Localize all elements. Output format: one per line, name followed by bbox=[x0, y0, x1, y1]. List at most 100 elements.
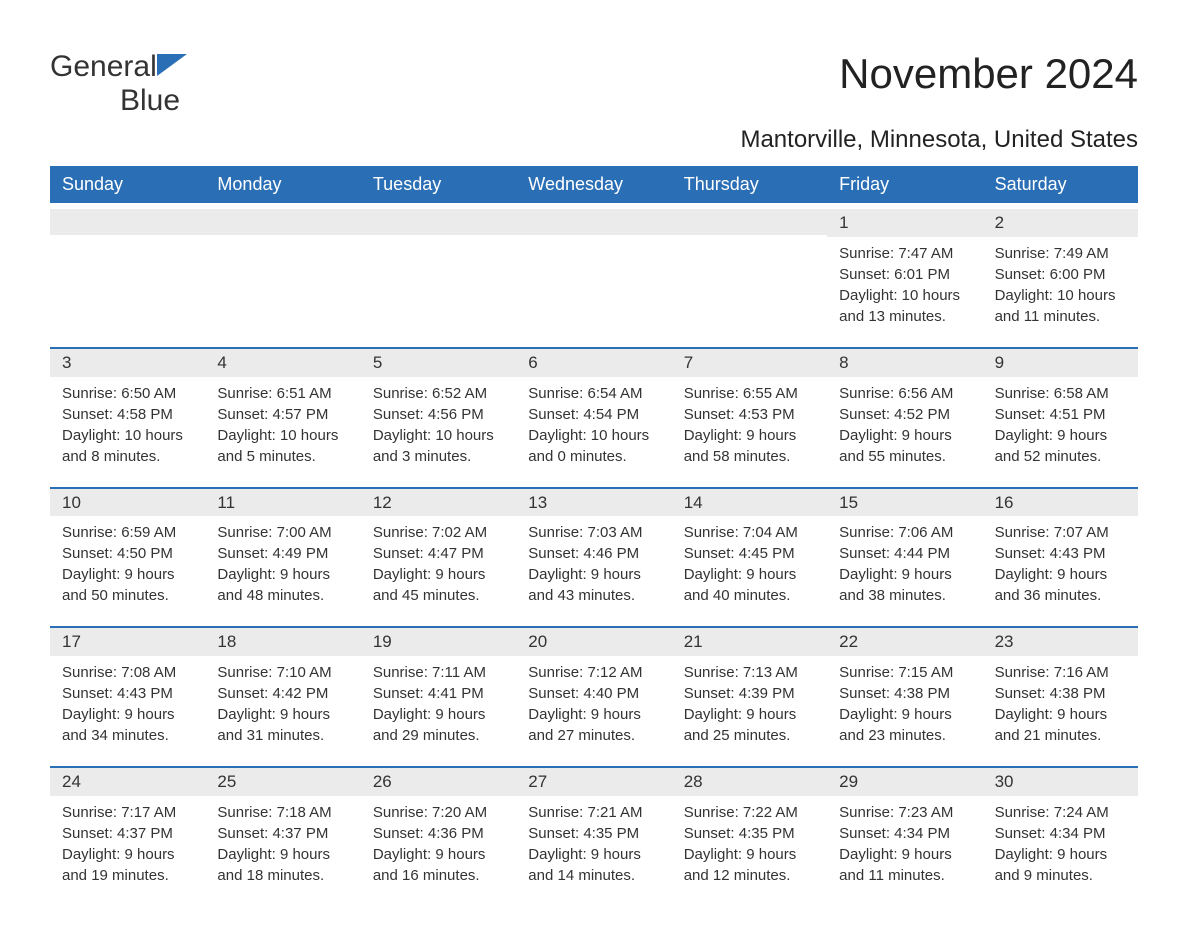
weekday-header-cell: Tuesday bbox=[361, 166, 516, 203]
day-cell: 25Sunrise: 7:18 AMSunset: 4:37 PMDayligh… bbox=[205, 768, 360, 900]
sunset-text: Sunset: 4:49 PM bbox=[217, 543, 348, 564]
sunset-text: Sunset: 4:56 PM bbox=[373, 404, 504, 425]
week-row: 17Sunrise: 7:08 AMSunset: 4:43 PMDayligh… bbox=[50, 626, 1138, 760]
sunrise-text: Sunrise: 7:04 AM bbox=[684, 522, 815, 543]
header: General Blue November 2024 bbox=[50, 50, 1138, 118]
day-number: 17 bbox=[50, 628, 205, 656]
weekday-header-cell: Thursday bbox=[672, 166, 827, 203]
sunset-text: Sunset: 4:50 PM bbox=[62, 543, 193, 564]
daylight-text: Daylight: 10 hours and 5 minutes. bbox=[217, 425, 348, 467]
sunset-text: Sunset: 4:36 PM bbox=[373, 823, 504, 844]
day-cell: 11Sunrise: 7:00 AMSunset: 4:49 PMDayligh… bbox=[205, 489, 360, 621]
daylight-text: Daylight: 9 hours and 18 minutes. bbox=[217, 844, 348, 886]
day-number: 9 bbox=[983, 349, 1138, 377]
daylight-text: Daylight: 9 hours and 50 minutes. bbox=[62, 564, 193, 606]
sunset-text: Sunset: 4:40 PM bbox=[528, 683, 659, 704]
day-cell bbox=[205, 209, 360, 341]
day-cell: 14Sunrise: 7:04 AMSunset: 4:45 PMDayligh… bbox=[672, 489, 827, 621]
day-cell: 15Sunrise: 7:06 AMSunset: 4:44 PMDayligh… bbox=[827, 489, 982, 621]
daylight-text: Daylight: 9 hours and 31 minutes. bbox=[217, 704, 348, 746]
day-number: 28 bbox=[672, 768, 827, 796]
day-cell: 9 Sunrise: 6:58 AMSunset: 4:51 PMDaylight… bbox=[983, 349, 1138, 481]
sunrise-text: Sunrise: 7:16 AM bbox=[995, 662, 1126, 683]
sunrise-text: Sunrise: 7:06 AM bbox=[839, 522, 970, 543]
day-number: 30 bbox=[983, 768, 1138, 796]
logo: General Blue bbox=[50, 50, 187, 118]
day-cell: 29Sunrise: 7:23 AMSunset: 4:34 PMDayligh… bbox=[827, 768, 982, 900]
daylight-text: Daylight: 9 hours and 29 minutes. bbox=[373, 704, 504, 746]
calendar-body: 1Sunrise: 7:47 AMSunset: 6:01 PMDaylight… bbox=[50, 209, 1138, 900]
day-number: 4 bbox=[205, 349, 360, 377]
sunset-text: Sunset: 4:38 PM bbox=[839, 683, 970, 704]
day-number: 6 bbox=[516, 349, 671, 377]
daylight-text: Daylight: 10 hours and 3 minutes. bbox=[373, 425, 504, 467]
sunset-text: Sunset: 4:44 PM bbox=[839, 543, 970, 564]
day-number: 10 bbox=[50, 489, 205, 517]
day-cell: 17Sunrise: 7:08 AMSunset: 4:43 PMDayligh… bbox=[50, 628, 205, 760]
sunset-text: Sunset: 4:53 PM bbox=[684, 404, 815, 425]
sunset-text: Sunset: 4:51 PM bbox=[995, 404, 1126, 425]
sunset-text: Sunset: 4:38 PM bbox=[995, 683, 1126, 704]
empty-day bbox=[205, 209, 360, 235]
sunset-text: Sunset: 4:35 PM bbox=[684, 823, 815, 844]
sunset-text: Sunset: 4:35 PM bbox=[528, 823, 659, 844]
week-row: 1Sunrise: 7:47 AMSunset: 6:01 PMDaylight… bbox=[50, 209, 1138, 341]
daylight-text: Daylight: 9 hours and 48 minutes. bbox=[217, 564, 348, 606]
month-title: November 2024 bbox=[839, 50, 1138, 98]
weekday-header-row: SundayMondayTuesdayWednesdayThursdayFrid… bbox=[50, 166, 1138, 203]
day-cell: 28Sunrise: 7:22 AMSunset: 4:35 PMDayligh… bbox=[672, 768, 827, 900]
sunrise-text: Sunrise: 7:13 AM bbox=[684, 662, 815, 683]
day-number: 26 bbox=[361, 768, 516, 796]
logo-text-general: General bbox=[50, 50, 157, 83]
sunrise-text: Sunrise: 6:52 AM bbox=[373, 383, 504, 404]
daylight-text: Daylight: 9 hours and 38 minutes. bbox=[839, 564, 970, 606]
day-cell: 7Sunrise: 6:55 AMSunset: 4:53 PMDaylight… bbox=[672, 349, 827, 481]
weekday-header-cell: Saturday bbox=[983, 166, 1138, 203]
day-number: 22 bbox=[827, 628, 982, 656]
day-cell: 6Sunrise: 6:54 AMSunset: 4:54 PMDaylight… bbox=[516, 349, 671, 481]
day-number: 25 bbox=[205, 768, 360, 796]
weekday-header-cell: Sunday bbox=[50, 166, 205, 203]
sunrise-text: Sunrise: 7:02 AM bbox=[373, 522, 504, 543]
sunset-text: Sunset: 4:47 PM bbox=[373, 543, 504, 564]
sunrise-text: Sunrise: 7:03 AM bbox=[528, 522, 659, 543]
day-number: 2 bbox=[983, 209, 1138, 237]
sunset-text: Sunset: 4:39 PM bbox=[684, 683, 815, 704]
sunrise-text: Sunrise: 7:21 AM bbox=[528, 802, 659, 823]
day-cell: 26Sunrise: 7:20 AMSunset: 4:36 PMDayligh… bbox=[361, 768, 516, 900]
day-cell: 19Sunrise: 7:11 AMSunset: 4:41 PMDayligh… bbox=[361, 628, 516, 760]
sunrise-text: Sunrise: 6:54 AM bbox=[528, 383, 659, 404]
day-cell: 10 Sunrise: 6:59 AMSunset: 4:50 PMDayligh… bbox=[50, 489, 205, 621]
day-number: 12 bbox=[361, 489, 516, 517]
location-text: Mantorville, Minnesota, United States bbox=[50, 126, 1138, 154]
day-cell bbox=[50, 209, 205, 341]
day-cell: 20Sunrise: 7:12 AMSunset: 4:40 PMDayligh… bbox=[516, 628, 671, 760]
sunset-text: Sunset: 4:46 PM bbox=[528, 543, 659, 564]
sunrise-text: Sunrise: 7:49 AM bbox=[995, 243, 1126, 264]
daylight-text: Daylight: 9 hours and 34 minutes. bbox=[62, 704, 193, 746]
day-cell bbox=[516, 209, 671, 341]
sunrise-text: Sunrise: 6:58 AM bbox=[995, 383, 1126, 404]
sunrise-text: Sunrise: 6:59 AM bbox=[62, 522, 193, 543]
day-number: 20 bbox=[516, 628, 671, 656]
day-number: 3 bbox=[50, 349, 205, 377]
sunset-text: Sunset: 4:54 PM bbox=[528, 404, 659, 425]
day-cell: 27Sunrise: 7:21 AMSunset: 4:35 PMDayligh… bbox=[516, 768, 671, 900]
daylight-text: Daylight: 9 hours and 9 minutes. bbox=[995, 844, 1126, 886]
daylight-text: Daylight: 9 hours and 27 minutes. bbox=[528, 704, 659, 746]
day-number: 8 bbox=[827, 349, 982, 377]
daylight-text: Daylight: 9 hours and 52 minutes. bbox=[995, 425, 1126, 467]
daylight-text: Daylight: 9 hours and 55 minutes. bbox=[839, 425, 970, 467]
day-cell bbox=[672, 209, 827, 341]
day-cell: 12Sunrise: 7:02 AMSunset: 4:47 PMDayligh… bbox=[361, 489, 516, 621]
sunset-text: Sunset: 4:45 PM bbox=[684, 543, 815, 564]
empty-day bbox=[516, 209, 671, 235]
empty-day bbox=[50, 209, 205, 235]
day-number: 24 bbox=[50, 768, 205, 796]
day-cell: 22Sunrise: 7:15 AMSunset: 4:38 PMDayligh… bbox=[827, 628, 982, 760]
sunset-text: Sunset: 4:43 PM bbox=[995, 543, 1126, 564]
daylight-text: Daylight: 9 hours and 12 minutes. bbox=[684, 844, 815, 886]
week-row: 10Sunrise: 6:59 AMSunset: 4:50 PMDayligh… bbox=[50, 487, 1138, 621]
sunrise-text: Sunrise: 6:56 AM bbox=[839, 383, 970, 404]
day-cell: 3Sunrise: 6:50 AMSunset: 4:58 PMDaylight… bbox=[50, 349, 205, 481]
